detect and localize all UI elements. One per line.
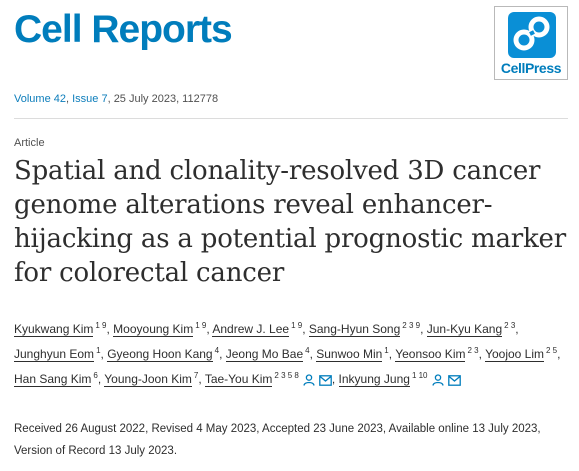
- cellpress-logo-icon: [508, 12, 556, 58]
- author-name[interactable]: Jeong Mo Bae: [225, 347, 304, 362]
- author-separator: ,: [106, 322, 114, 336]
- author: Sunwoo Min 1: [316, 346, 389, 362]
- author-name[interactable]: Yoojoo Lim: [485, 347, 544, 362]
- person-icon[interactable]: [303, 371, 315, 393]
- journal-title[interactable]: Cell Reports: [14, 8, 233, 51]
- author-separator: ,: [206, 322, 213, 336]
- author-affiliation[interactable]: 1 9: [95, 321, 107, 330]
- author: Young-Joon Kim 7: [104, 371, 199, 387]
- author-affiliation[interactable]: 2 3: [504, 321, 516, 330]
- author-affiliation[interactable]: 2 5: [546, 346, 558, 355]
- author-name[interactable]: Gyeong Hoon Kang: [107, 347, 213, 362]
- author-separator: ,: [198, 372, 205, 386]
- author: Inkyung Jung 1 10: [338, 371, 461, 387]
- author-affiliation[interactable]: 2 3 9: [402, 321, 421, 330]
- author-name[interactable]: Young-Joon Kim: [104, 372, 192, 387]
- author-affiliation[interactable]: 1 10: [411, 371, 428, 380]
- author-affiliation[interactable]: 7: [193, 371, 199, 380]
- author-name[interactable]: Mooyoung Kim: [113, 322, 194, 337]
- author-separator: ,: [331, 372, 339, 386]
- author: Jun-Kyu Kang 2 3: [426, 321, 516, 337]
- author-affiliation[interactable]: 2 3 5 8: [274, 371, 299, 380]
- article-title: Spatial and clonality-resolved 3D cancer…: [14, 156, 566, 288]
- author-affiliation[interactable]: 1: [384, 346, 389, 355]
- author: Gyeong Hoon Kang 4: [107, 346, 220, 362]
- publication-dates: Received 26 August 2022, Revised 4 May 2…: [14, 423, 541, 457]
- author-name[interactable]: Yeonsoo Kim: [395, 347, 466, 362]
- author-separator: ,: [388, 347, 396, 361]
- author: Junghyun Eom 1: [14, 346, 101, 362]
- author: Yeonsoo Kim 2 3: [395, 346, 479, 362]
- author-list: Kyukwang Kim 1 9, Mooyoung Kim 1 9, Andrew…: [14, 315, 569, 393]
- author: Han Sang Kim 6: [14, 371, 98, 387]
- person-icon[interactable]: [431, 371, 444, 393]
- author-separator: ,: [557, 347, 561, 361]
- issue-link[interactable]: Issue 7: [72, 93, 108, 105]
- citation-rest: , 25 July 2023, 112778: [107, 93, 219, 105]
- volume-link[interactable]: Volume 42: [14, 93, 66, 105]
- author-affiliation[interactable]: 6: [93, 371, 98, 380]
- article-type: Article: [14, 137, 45, 149]
- author: Tae-You Kim 2 3 5 8: [204, 371, 332, 387]
- mail-icon[interactable]: [319, 371, 332, 393]
- author-separator: ,: [309, 347, 317, 361]
- author-affiliation[interactable]: 2 3: [467, 346, 479, 355]
- author: Yoojoo Lim 2 5: [485, 346, 558, 362]
- author-separator: ,: [515, 322, 519, 336]
- author-affiliation[interactable]: 1 9: [291, 321, 303, 330]
- divider: [14, 118, 568, 119]
- author-separator: ,: [100, 347, 108, 361]
- cellpress-logo-text: CellPress: [500, 60, 562, 76]
- author: Andrew J. Lee 1 9: [212, 321, 303, 337]
- author-name[interactable]: Andrew J. Lee: [212, 322, 290, 337]
- author: Mooyoung Kim 1 9: [113, 321, 207, 337]
- author-affiliation[interactable]: 4: [305, 346, 310, 355]
- author-name[interactable]: Han Sang Kim: [14, 372, 92, 387]
- author-name[interactable]: Sang-Hyun Song: [308, 322, 401, 337]
- mail-icon[interactable]: [447, 371, 461, 393]
- author-affiliation[interactable]: 4: [214, 346, 220, 355]
- author-separator: ,: [420, 322, 427, 336]
- author-name[interactable]: Jun-Kyu Kang: [426, 322, 503, 337]
- author-separator: ,: [219, 347, 226, 361]
- citation-line: Volume 42, Issue 7, 25 July 2023, 112778: [14, 93, 219, 105]
- author: Sang-Hyun Song 2 3 9: [308, 321, 421, 337]
- author-name[interactable]: Tae-You Kim: [204, 372, 273, 387]
- author: Jeong Mo Bae 4: [225, 346, 310, 362]
- author-separator: ,: [478, 347, 486, 361]
- author-name[interactable]: Junghyun Eom: [14, 347, 95, 362]
- author-separator: ,: [97, 372, 105, 386]
- cellpress-logo[interactable]: CellPress: [494, 6, 568, 80]
- author-separator: ,: [302, 322, 309, 336]
- author-name[interactable]: Inkyung Jung: [338, 372, 410, 387]
- author-affiliation[interactable]: 1: [96, 346, 101, 355]
- author-name[interactable]: Kyukwang Kim: [14, 322, 94, 337]
- author-affiliation[interactable]: 1 9: [195, 321, 207, 330]
- author: Kyukwang Kim 1 9: [14, 321, 107, 337]
- author-name[interactable]: Sunwoo Min: [316, 347, 383, 362]
